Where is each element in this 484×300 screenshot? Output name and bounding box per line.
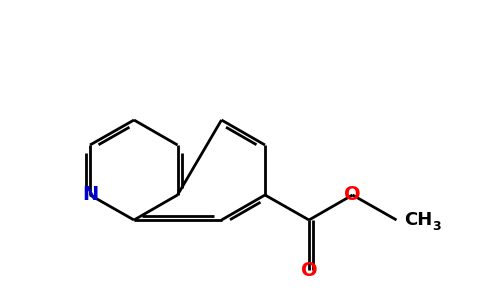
Text: N: N <box>82 185 98 205</box>
Text: O: O <box>344 185 361 205</box>
Text: 3: 3 <box>433 220 441 232</box>
Text: O: O <box>301 260 318 280</box>
Text: CH: CH <box>404 211 432 229</box>
